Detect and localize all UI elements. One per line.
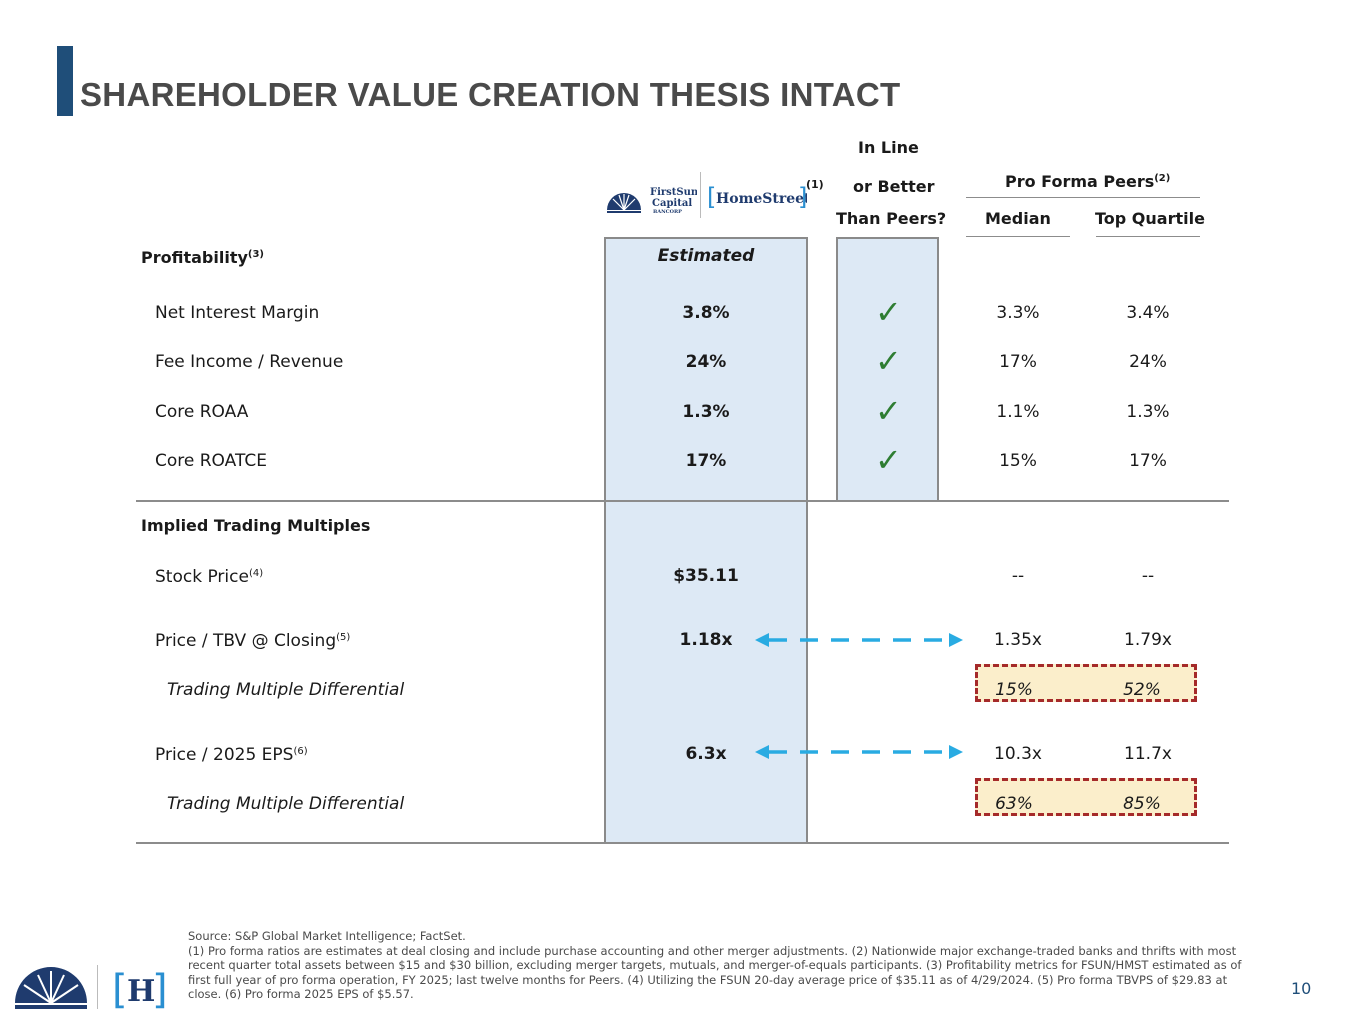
footer-logo-divider — [97, 965, 98, 1009]
nim-median: 3.3% — [996, 303, 1040, 323]
tbv-comparison-arrow-icon — [755, 633, 963, 647]
check-icon: ✓ — [875, 441, 902, 479]
core-roatce-estimated: 17% — [685, 451, 727, 471]
eps-comparison-arrow-icon — [755, 745, 963, 759]
eps-differential-highlight — [975, 778, 1197, 816]
core-roatce-top-quartile: 17% — [1129, 451, 1167, 471]
check-icon: ✓ — [875, 392, 902, 430]
row-label-core-roatce: Core ROATCE — [155, 451, 267, 471]
title-accent-bar — [57, 46, 73, 116]
stock-price-estimated: $35.11 — [673, 566, 739, 586]
page-number: 10 — [1291, 979, 1312, 998]
svg-text:]: ] — [152, 967, 168, 1011]
inline-header-line3: Than Peers? — [836, 209, 947, 228]
profitability-section-label: Profitability(3) — [141, 248, 265, 267]
core-roaa-top-quartile: 1.3% — [1126, 402, 1170, 422]
table-bottom-rule — [136, 842, 1229, 844]
row-label-price-tbv: Price / TBV @ Closing(5) — [155, 631, 351, 651]
median-underline — [966, 236, 1070, 237]
tbv-differential-highlight — [975, 664, 1197, 702]
nim-top-quartile: 3.4% — [1126, 303, 1170, 323]
logo-footnote: (1) — [806, 178, 824, 191]
row-label-stock-price: Stock Price(4) — [155, 567, 264, 587]
fee-income-top-quartile: 24% — [1129, 352, 1167, 372]
svg-text:]: ] — [798, 183, 807, 211]
tbv-differential-median: 15% — [995, 680, 1033, 700]
price-tbv-top-quartile: 1.79x — [1124, 630, 1172, 650]
check-icon: ✓ — [875, 342, 902, 380]
firstsun-logo: FirstSun Capital BANCORP — [605, 182, 699, 216]
core-roatce-median: 15% — [999, 451, 1037, 471]
homestreet-logo: [ HomeStreet ] — [707, 181, 811, 213]
eps-differential-top-quartile: 85% — [1123, 794, 1161, 814]
logo-divider — [700, 172, 701, 218]
row-label-fee-income: Fee Income / Revenue — [155, 352, 344, 372]
core-roaa-estimated: 1.3% — [682, 402, 730, 422]
row-label-eps-differential: Trading Multiple Differential — [167, 794, 405, 814]
footer-homestreet-logo: [ H ] — [112, 965, 168, 1013]
check-icon: ✓ — [875, 293, 902, 331]
multiples-section-label: Implied Trading Multiples — [141, 516, 371, 535]
row-label-core-roaa: Core ROAA — [155, 402, 249, 422]
price-tbv-median: 1.35x — [994, 630, 1042, 650]
core-roaa-median: 1.1% — [996, 402, 1040, 422]
price-eps-estimated: 6.3x — [685, 744, 727, 764]
footnote-source: Source: S&P Global Market Intelligence; … — [188, 929, 466, 943]
firstsun-logo-word1: FirstSun — [650, 187, 697, 198]
footnote-notes: (1) Pro forma ratios are estimates at de… — [188, 943, 1242, 1002]
price-tbv-estimated: 1.18x — [679, 630, 733, 650]
inline-header-line1: In Line — [858, 138, 919, 157]
footer-logo-h: H — [127, 974, 155, 1009]
section-divider — [136, 500, 1229, 502]
firstsun-logo-word2: Capital — [652, 198, 692, 209]
price-eps-top-quartile: 11.7x — [1124, 744, 1172, 764]
svg-text:[: [ — [112, 967, 128, 1011]
eps-differential-median: 63% — [995, 794, 1033, 814]
estimated-header: Estimated — [657, 246, 755, 266]
nim-estimated: 3.8% — [682, 303, 730, 323]
price-eps-median: 10.3x — [994, 744, 1042, 764]
inline-column-shade — [836, 237, 939, 502]
stock-price-top-quartile: -- — [1141, 566, 1155, 586]
firstsun-logo-word3: BANCORP — [653, 209, 682, 215]
row-label-price-eps: Price / 2025 EPS(6) — [155, 745, 308, 765]
homestreet-logo-text: HomeStreet — [716, 191, 807, 207]
page-title: SHAREHOLDER VALUE CREATION THESIS INTACT — [80, 76, 901, 113]
row-label-nim: Net Interest Margin — [155, 303, 320, 323]
peers-underline — [966, 197, 1200, 198]
fee-income-median: 17% — [999, 352, 1037, 372]
fee-income-estimated: 24% — [685, 352, 727, 372]
inline-header-line2: or Better — [853, 177, 935, 196]
median-header: Median — [985, 209, 1051, 228]
top-quartile-underline — [1096, 236, 1200, 237]
stock-price-median: -- — [1011, 566, 1025, 586]
estimated-column-shade — [604, 237, 808, 844]
row-label-tbv-differential: Trading Multiple Differential — [167, 680, 405, 700]
footnotes: Source: S&P Global Market Intelligence; … — [188, 929, 1253, 1002]
tbv-differential-top-quartile: 52% — [1123, 680, 1161, 700]
footer-firstsun-logo — [12, 963, 90, 1011]
peers-header: Pro Forma Peers(2) — [1005, 172, 1171, 191]
svg-text:[: [ — [707, 183, 716, 211]
top-quartile-header: Top Quartile — [1095, 209, 1205, 228]
